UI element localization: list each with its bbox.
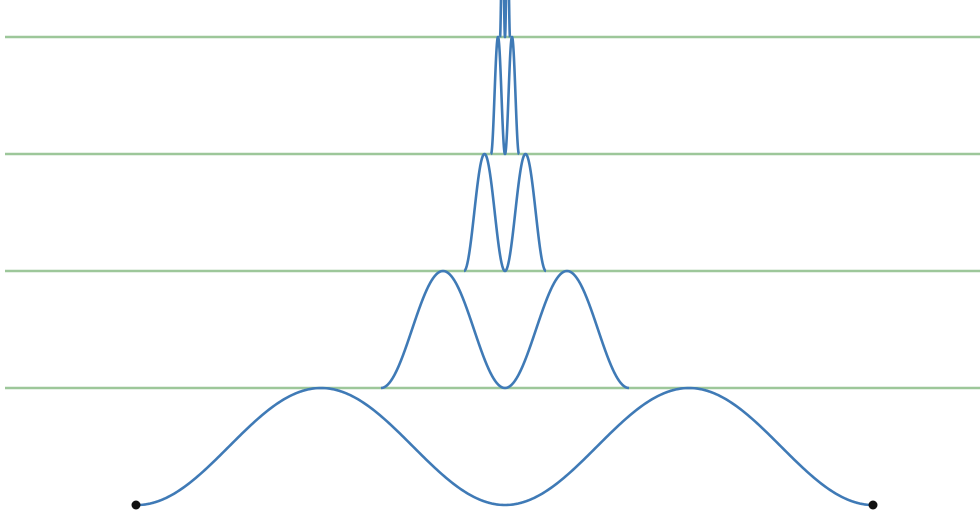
wave-curve-level-5: [498, 0, 512, 39]
endpoint-group: [131, 500, 878, 510]
wave-curve-level-1: [136, 386, 874, 507]
wave-curve-level-2: [380, 269, 630, 390]
baseline-group: [5, 35, 980, 390]
left-endpoint-dot: [131, 500, 141, 510]
wave-curve-level-4: [489, 35, 521, 156]
right-endpoint-dot: [868, 500, 878, 510]
curve-group: [136, 0, 874, 507]
wave-curve-level-3: [462, 152, 548, 273]
